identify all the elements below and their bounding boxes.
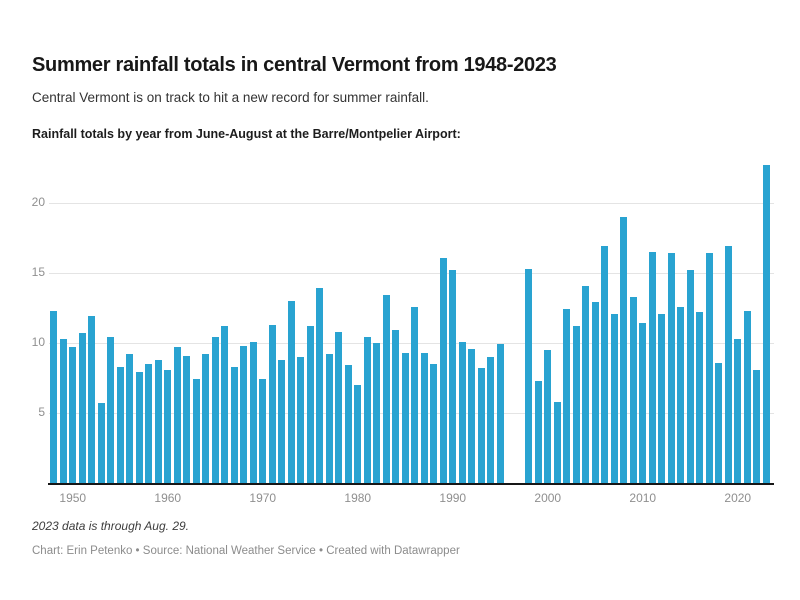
bar-1986: [411, 306, 419, 483]
credits-line: Chart: Erin Petenko • Source: National W…: [32, 544, 460, 557]
chart-header: Summer rainfall totals in central Vermon…: [32, 54, 768, 142]
bar-2022: [753, 369, 761, 483]
bar-1987: [420, 352, 428, 483]
y-axis-tick-label-10: 10: [31, 335, 45, 349]
chart-subtitle: Central Vermont is on track to hit a new…: [32, 90, 429, 105]
bar-1999: [534, 380, 542, 483]
bar-1970: [259, 379, 267, 483]
x-axis-tick-label-1950: 1950: [59, 491, 87, 505]
bar-2007: [610, 313, 618, 483]
bar-1967: [230, 366, 238, 483]
chart-description: Rainfall totals by year from June-August…: [32, 126, 461, 141]
bar-2010: [639, 323, 647, 483]
bar-2023: [762, 165, 770, 483]
bar-2021: [743, 310, 751, 483]
bar-1984: [392, 330, 400, 483]
bar-1981: [363, 337, 371, 483]
bar-1963: [192, 379, 200, 483]
bar-2013: [667, 253, 675, 483]
bar-2005: [591, 302, 599, 483]
bar-1993: [477, 368, 485, 483]
x-axis-tick-label-1980: 1980: [344, 491, 372, 505]
bar-2006: [601, 246, 609, 483]
bar-2015: [686, 270, 694, 483]
bar-1952: [88, 316, 96, 483]
bar-1966: [221, 326, 229, 483]
bar-2020: [734, 338, 742, 483]
chart-footer: 2023 data is through Aug. 29. Chart: Eri…: [32, 519, 752, 559]
bar-2014: [677, 306, 685, 483]
bar-1985: [401, 352, 409, 483]
bar-2018: [715, 362, 723, 483]
plot-area: 5 10 15 20 1950 1960 1970 1980 1990 2000 2010 2020: [32, 158, 774, 505]
bar-1954: [107, 337, 115, 483]
bar-2004: [582, 285, 590, 483]
bar-1979: [344, 365, 352, 483]
bar-1989: [439, 257, 447, 483]
bar-1956: [126, 354, 134, 483]
x-axis-baseline: [48, 483, 774, 485]
bar-1968: [240, 345, 248, 483]
bar-1965: [211, 337, 219, 483]
bar-chart: 5 10 15 20 1950 1960 1970 1980 1990 2000 2010 2020: [32, 158, 777, 505]
bar-1977: [325, 354, 333, 483]
bar-1950: [69, 347, 77, 483]
bar-2001: [553, 401, 561, 483]
bar-1978: [335, 331, 343, 483]
bar-1983: [382, 295, 390, 483]
gridline-y-15: [49, 273, 774, 274]
bar-2002: [563, 309, 571, 483]
x-axis-tick-label-1990: 1990: [439, 491, 467, 505]
bar-1958: [145, 364, 153, 483]
data-note: 2023 data is through Aug. 29.: [32, 519, 190, 533]
bar-1961: [173, 347, 181, 483]
bar-2012: [658, 313, 666, 483]
x-axis-tick-label-2010: 2010: [629, 491, 657, 505]
bar-1949: [59, 338, 67, 483]
bar-1998: [525, 268, 533, 483]
bar-2003: [572, 326, 580, 483]
bar-2019: [724, 246, 732, 483]
bar-1976: [316, 288, 324, 483]
bar-1982: [373, 343, 381, 483]
bar-1957: [135, 372, 143, 483]
bar-2011: [648, 252, 656, 483]
bar-2009: [629, 296, 637, 483]
bar-1988: [430, 364, 438, 483]
bar-1953: [97, 403, 105, 483]
bar-1990: [449, 270, 457, 483]
bar-1951: [78, 333, 86, 483]
bar-2016: [696, 312, 704, 483]
bar-1960: [164, 369, 172, 483]
bar-1959: [154, 359, 162, 483]
bar-2000: [544, 350, 552, 483]
bar-1980: [354, 385, 362, 483]
page-title: Summer rainfall totals in central Vermon…: [32, 54, 557, 76]
bar-1991: [458, 341, 466, 483]
bar-1969: [249, 341, 257, 483]
bar-1994: [487, 357, 495, 483]
bar-1995: [496, 344, 504, 483]
x-axis-tick-label-2020: 2020: [724, 491, 752, 505]
bar-1964: [202, 354, 210, 483]
y-axis-tick-label-15: 15: [31, 265, 45, 279]
bar-1973: [287, 301, 295, 483]
x-axis-tick-label-1970: 1970: [249, 491, 277, 505]
bar-1975: [306, 326, 314, 483]
y-axis-tick-label-20: 20: [31, 195, 45, 209]
bar-1974: [297, 357, 305, 483]
gridline-y-20: [49, 203, 774, 204]
bar-1955: [116, 366, 124, 483]
bar-1971: [268, 324, 276, 483]
bar-1962: [183, 355, 191, 483]
y-axis-tick-label-5: 5: [38, 405, 45, 419]
bar-1948: [50, 310, 58, 483]
x-axis-tick-label-2000: 2000: [534, 491, 562, 505]
bar-1992: [468, 348, 476, 483]
bar-1972: [278, 359, 286, 483]
bar-2017: [705, 253, 713, 483]
x-axis-tick-label-1960: 1960: [154, 491, 182, 505]
bar-2008: [620, 217, 628, 483]
